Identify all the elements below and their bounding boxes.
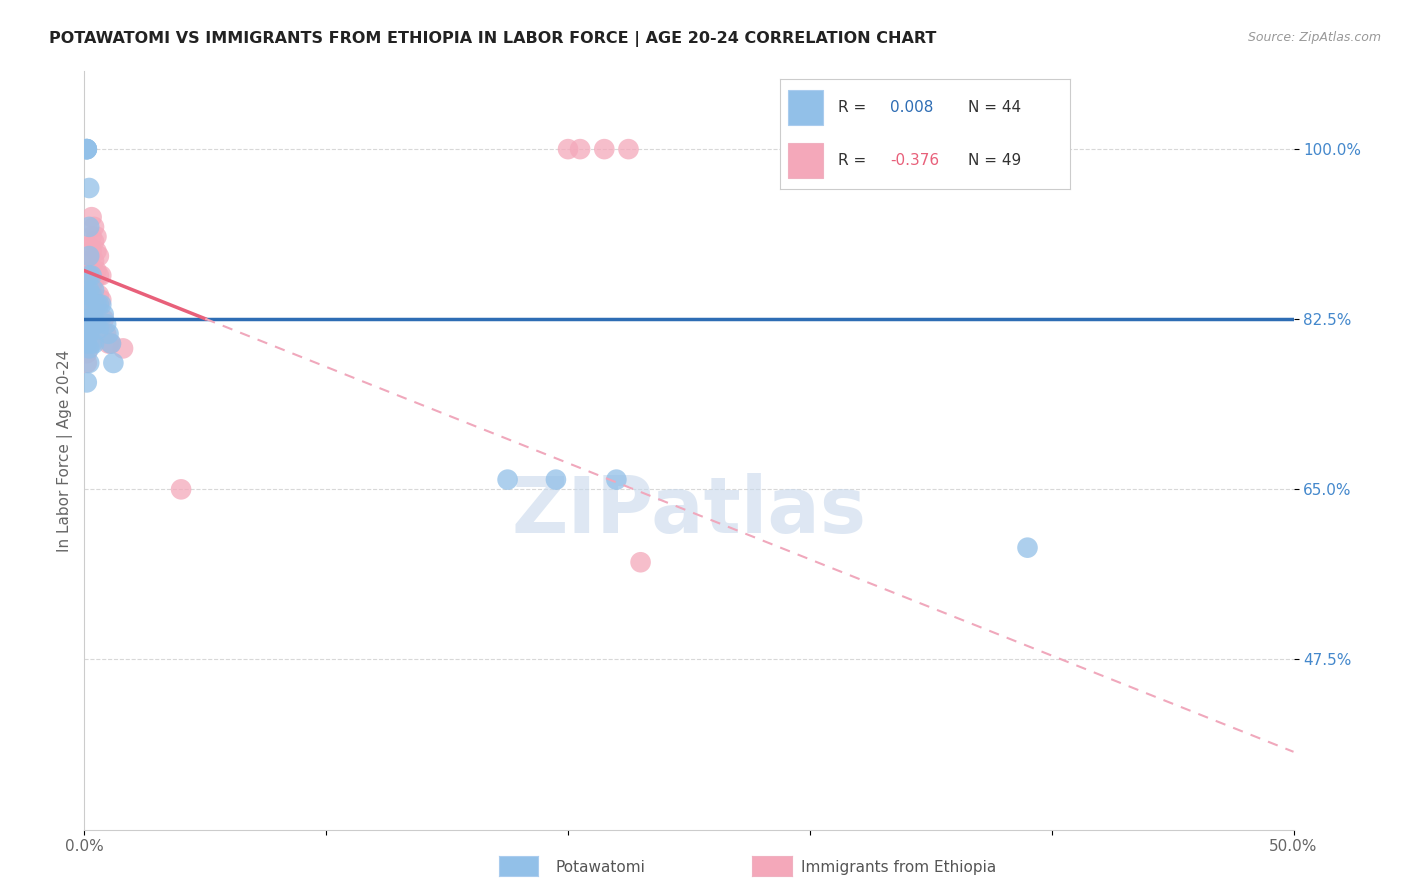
- Point: [80, 336, 103, 351]
- Text: POTAWATOMI VS IMMIGRANTS FROM ETHIOPIA IN LABOR FORCE | AGE 20-24 CORRELATION CH: POTAWATOMI VS IMMIGRANTS FROM ETHIOPIA I…: [49, 31, 936, 47]
- Point: [80, 268, 103, 283]
- Point: [76, 268, 98, 283]
- Point: [76, 326, 98, 341]
- Point: [94, 317, 117, 331]
- Point: [86, 244, 108, 259]
- Text: Source: ZipAtlas.com: Source: ZipAtlas.com: [1247, 31, 1381, 45]
- Point: [77, 336, 100, 351]
- Point: [76, 336, 98, 351]
- Point: [83, 254, 105, 268]
- Point: [86, 317, 108, 331]
- Point: [77, 356, 100, 370]
- Point: [77, 268, 100, 283]
- Point: [112, 342, 135, 356]
- Point: [73, 312, 96, 326]
- Point: [76, 376, 98, 390]
- Point: [83, 219, 105, 234]
- Point: [87, 288, 110, 302]
- Point: [100, 336, 122, 351]
- Point: [77, 254, 100, 268]
- Point: [80, 302, 103, 317]
- Point: [170, 483, 193, 497]
- Point: [80, 263, 103, 277]
- Point: [86, 298, 108, 312]
- Point: [86, 263, 108, 277]
- Point: [87, 268, 110, 283]
- Point: [77, 181, 100, 195]
- Y-axis label: In Labor Force | Age 20-24: In Labor Force | Age 20-24: [58, 350, 73, 551]
- Point: [77, 249, 100, 263]
- Point: [76, 288, 98, 302]
- Point: [90, 293, 112, 307]
- Text: ZIPatlas: ZIPatlas: [512, 473, 866, 549]
- Point: [1017, 541, 1039, 555]
- Point: [76, 336, 98, 351]
- Point: [73, 336, 96, 351]
- Text: Potawatomi: Potawatomi: [555, 860, 645, 874]
- Point: [77, 312, 100, 326]
- Point: [100, 336, 122, 351]
- Point: [80, 317, 103, 331]
- Point: [544, 473, 567, 487]
- Point: [87, 322, 110, 336]
- Point: [76, 283, 98, 297]
- Point: [83, 273, 105, 287]
- Point: [76, 356, 98, 370]
- Point: [73, 322, 96, 336]
- Point: [496, 473, 519, 487]
- Point: [76, 142, 98, 156]
- Point: [76, 298, 98, 312]
- Point: [86, 229, 108, 244]
- Point: [76, 312, 98, 326]
- Point: [593, 142, 616, 156]
- Point: [80, 302, 103, 317]
- Point: [103, 356, 125, 370]
- Point: [77, 326, 100, 341]
- Point: [77, 239, 100, 253]
- Point: [77, 283, 100, 297]
- Point: [76, 317, 98, 331]
- Point: [87, 298, 110, 312]
- Point: [93, 312, 115, 326]
- Point: [77, 268, 100, 283]
- Point: [77, 298, 100, 312]
- Point: [77, 302, 100, 317]
- Point: [83, 336, 105, 351]
- Point: [87, 249, 110, 263]
- Point: [83, 293, 105, 307]
- Point: [77, 288, 100, 302]
- Point: [73, 312, 96, 326]
- Point: [76, 312, 98, 326]
- Point: [557, 142, 579, 156]
- Point: [76, 142, 98, 156]
- Point: [80, 210, 103, 224]
- Point: [80, 288, 103, 302]
- Point: [73, 336, 96, 351]
- Point: [605, 473, 627, 487]
- Point: [630, 555, 652, 569]
- Point: [97, 336, 120, 351]
- Point: [77, 342, 100, 356]
- Point: [90, 268, 112, 283]
- Point: [80, 244, 103, 259]
- Point: [83, 312, 105, 326]
- Point: [83, 283, 105, 297]
- Point: [76, 312, 98, 326]
- Point: [569, 142, 592, 156]
- Point: [80, 229, 103, 244]
- Point: [80, 283, 103, 297]
- Point: [90, 298, 112, 312]
- Point: [76, 326, 98, 341]
- Text: Immigrants from Ethiopia: Immigrants from Ethiopia: [801, 860, 997, 874]
- Point: [83, 235, 105, 249]
- Point: [97, 326, 120, 341]
- Point: [93, 307, 115, 321]
- Point: [77, 219, 100, 234]
- Point: [617, 142, 640, 156]
- Point: [76, 346, 98, 360]
- Point: [94, 326, 117, 341]
- Point: [76, 142, 98, 156]
- Point: [77, 317, 100, 331]
- Point: [76, 142, 98, 156]
